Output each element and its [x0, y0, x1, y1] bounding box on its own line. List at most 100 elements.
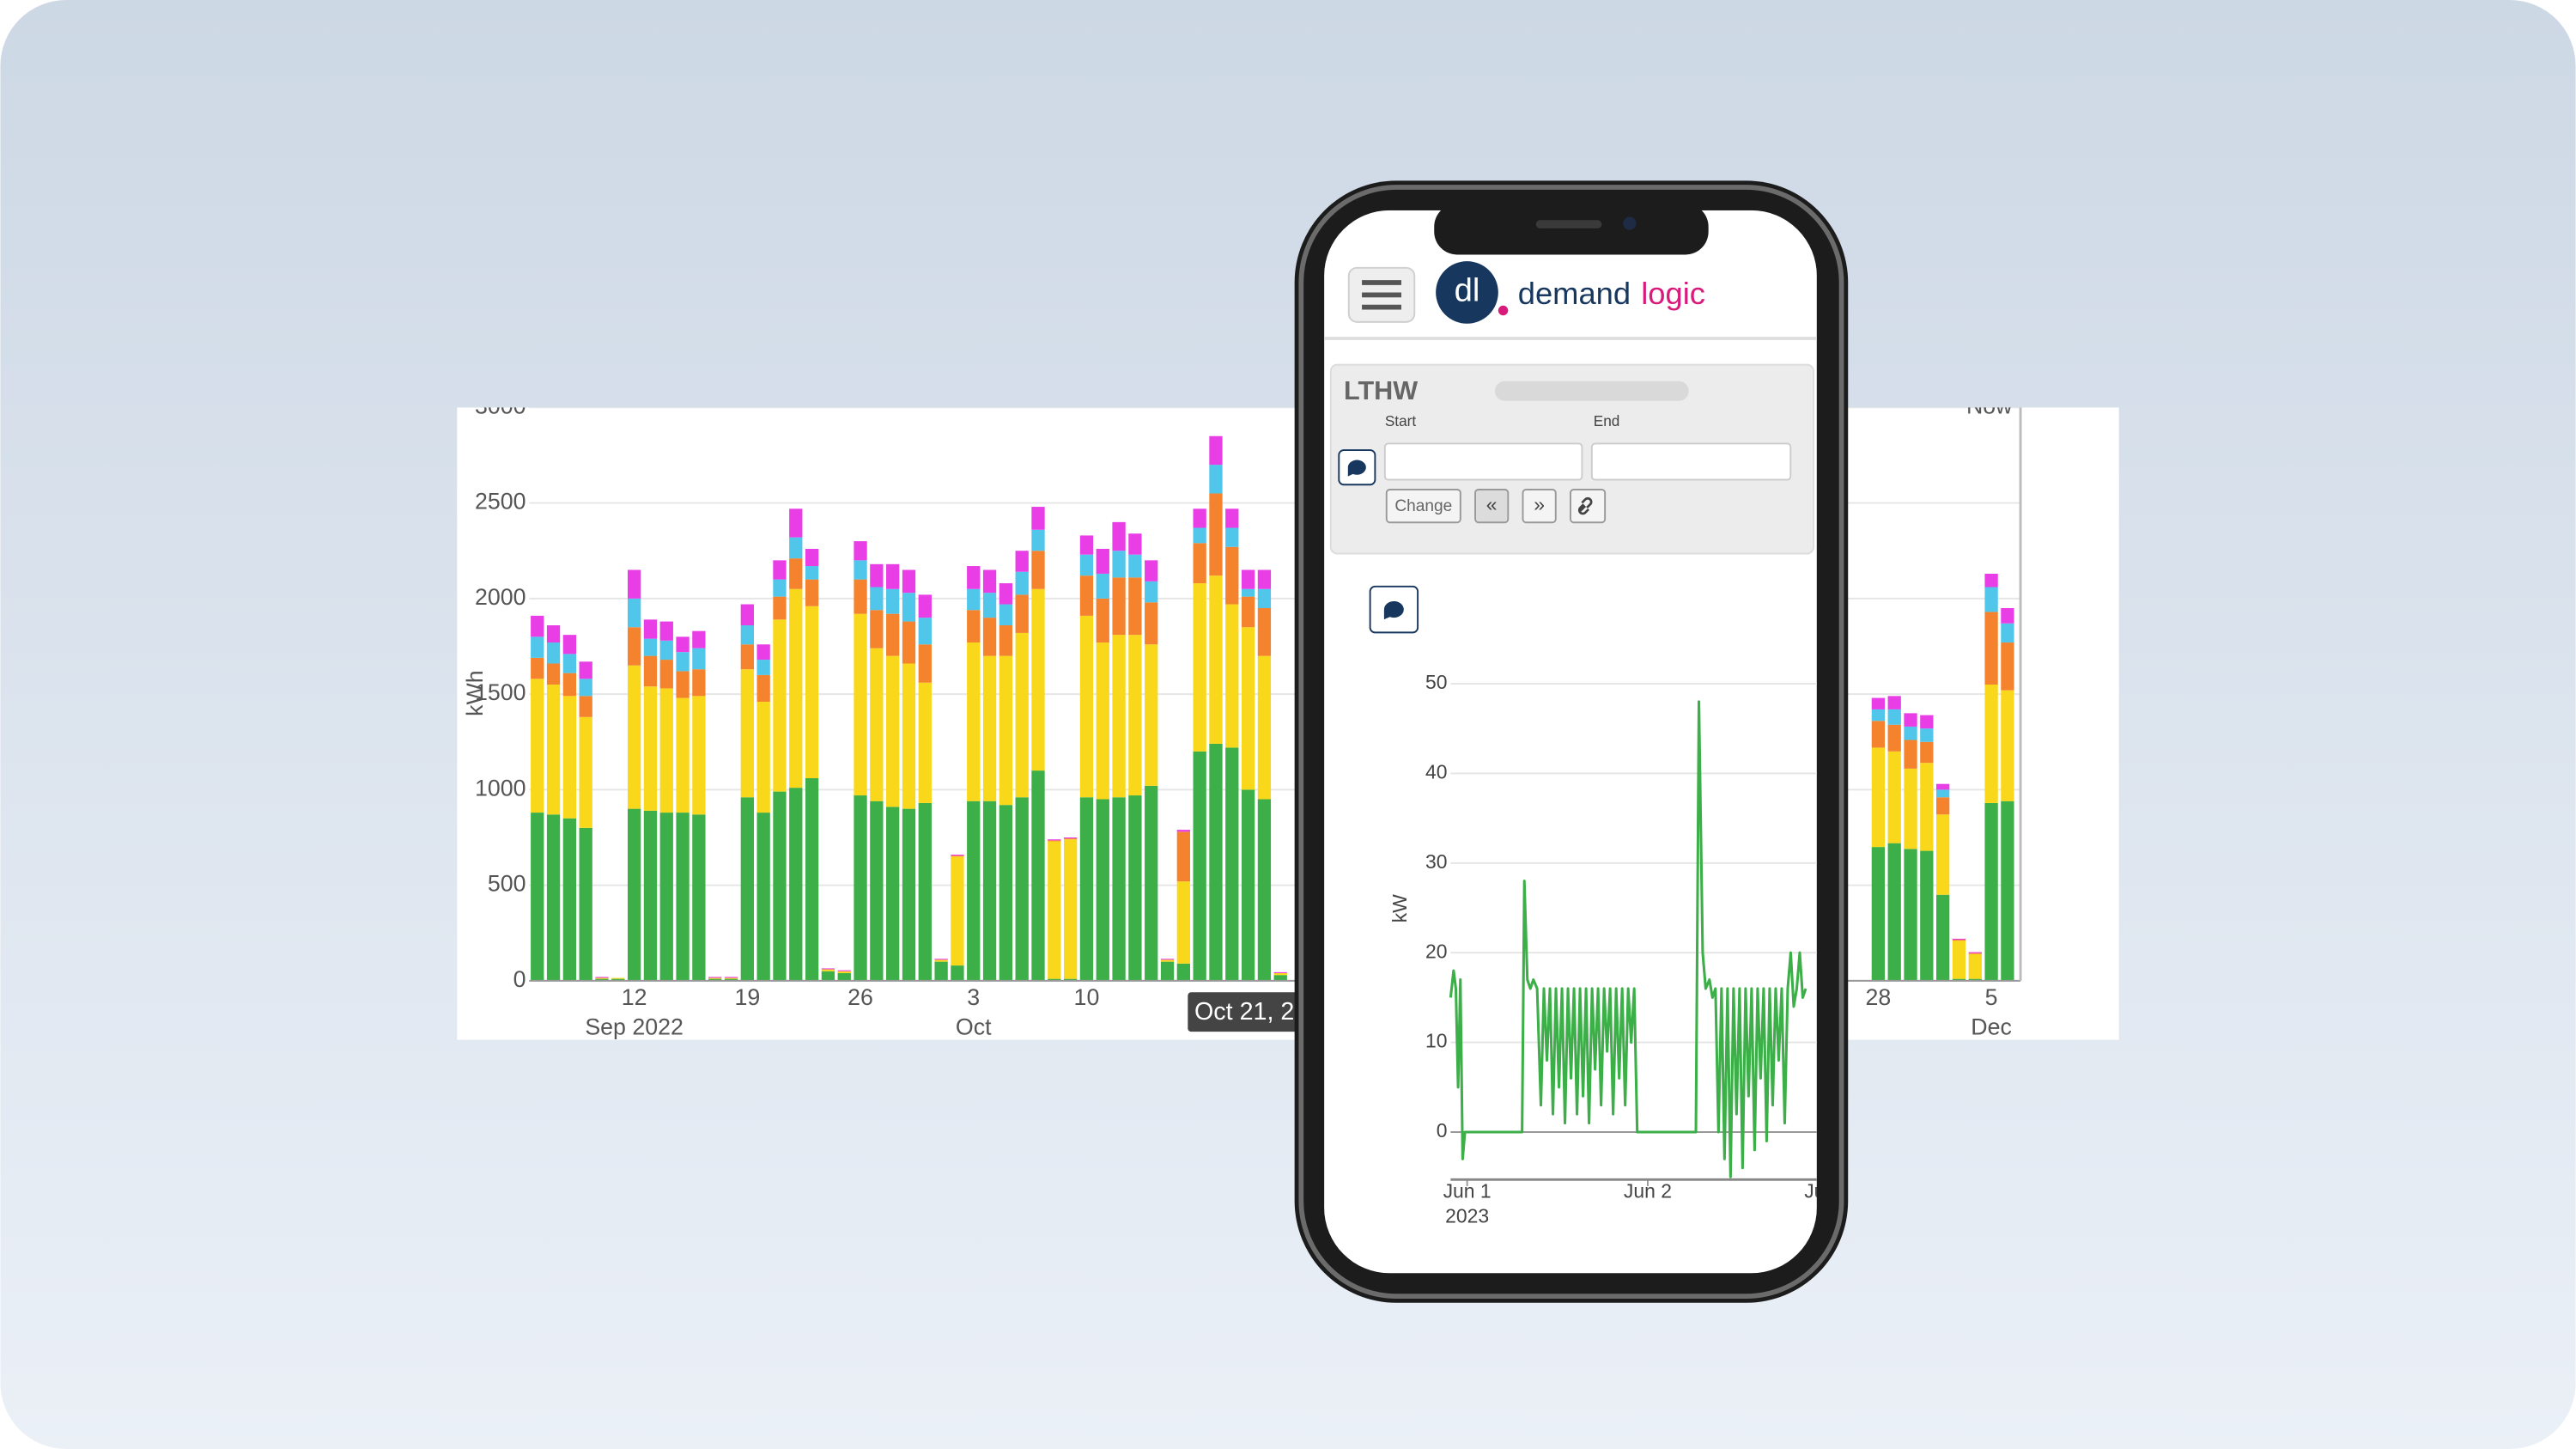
- speaker: [1535, 220, 1602, 228]
- bar-segment: [627, 665, 641, 809]
- bar-segment: [659, 813, 673, 981]
- bar-segment: [999, 583, 1013, 605]
- prev-button[interactable]: [1474, 489, 1510, 524]
- bar-segment: [1145, 644, 1158, 786]
- bar-segment: [1176, 881, 1190, 964]
- bar-segment: [1128, 533, 1142, 555]
- bar-segment: [918, 618, 932, 645]
- prev-label: «: [1486, 493, 1498, 515]
- start-input[interactable]: [1383, 442, 1583, 481]
- bar-segment: [982, 618, 997, 656]
- bar-segment: [967, 642, 981, 801]
- y-tick-label: 3000: [475, 393, 526, 418]
- bar-segment: [1887, 709, 1901, 725]
- bar-segment: [1871, 697, 1886, 709]
- bar-segment: [837, 972, 851, 981]
- bar-segment: [805, 549, 819, 567]
- bar-segment: [1984, 587, 1998, 612]
- x-tick-label: 28: [1866, 984, 1892, 1010]
- change-button[interactable]: [1385, 489, 1461, 524]
- bar-segment: [789, 788, 803, 981]
- bar-segment: [708, 977, 722, 979]
- bar-segment: [1920, 741, 1934, 764]
- bar-segment: [1015, 632, 1029, 798]
- bar-segment: [1063, 978, 1078, 981]
- bar-segment: [902, 808, 916, 981]
- x-tick-label: 5: [1985, 984, 1998, 1010]
- bar-segment: [1241, 588, 1255, 597]
- bar-segment: [1871, 709, 1886, 721]
- bar-segment: [1112, 577, 1126, 636]
- y-tick-label: 30: [1425, 850, 1448, 873]
- bar-segment: [886, 807, 900, 981]
- bar-segment: [1079, 797, 1094, 981]
- bar-segment: [1176, 831, 1190, 882]
- bar-segment: [579, 661, 592, 679]
- end-input[interactable]: [1590, 442, 1792, 481]
- bar-segment: [1031, 529, 1045, 551]
- bar-segment: [756, 644, 770, 661]
- y-tick-label: 50: [1425, 671, 1448, 693]
- bar-segment: [1176, 830, 1190, 832]
- bar-segment: [1904, 768, 1917, 849]
- bar-segment: [676, 636, 690, 653]
- bar-segment: [562, 818, 577, 981]
- bar-segment: [1145, 560, 1158, 581]
- bar-segment: [1887, 843, 1901, 981]
- bar-segment: [1193, 583, 1206, 752]
- bar-segment: [1984, 802, 1998, 981]
- bar-segment: [902, 621, 916, 664]
- next-button[interactable]: [1522, 489, 1557, 524]
- bar-segment: [1015, 594, 1029, 633]
- panel-title: LTHW: [1344, 376, 1418, 405]
- bar-segment: [789, 508, 803, 538]
- y-tick-label: 40: [1425, 761, 1448, 783]
- bar-segment: [756, 674, 770, 703]
- bar-segment: [854, 579, 867, 614]
- bar-segment: [1079, 554, 1094, 576]
- bar-segment: [1257, 607, 1272, 656]
- bar-segment: [1048, 839, 1061, 841]
- y-tick-label: 0: [1437, 1119, 1448, 1142]
- bar-segment: [1273, 975, 1287, 981]
- bar-segment: [692, 814, 706, 981]
- y-tick-label: 2000: [475, 584, 526, 610]
- x-group-label: Sep 2022: [585, 1014, 683, 1039]
- bar-segment: [773, 560, 787, 580]
- bar-segment: [1936, 814, 1950, 895]
- annotation: Now: [1966, 393, 2013, 418]
- bar-segment: [1096, 549, 1109, 574]
- bar-segment: [1193, 543, 1206, 584]
- bar-segment: [773, 596, 787, 620]
- bar-segment: [1920, 763, 1934, 851]
- bar-segment: [918, 682, 932, 803]
- bar-segment: [611, 977, 625, 979]
- bar-segment: [1887, 751, 1901, 843]
- phone-notch: [1434, 204, 1709, 255]
- y-tick-label: 1500: [475, 679, 526, 705]
- bar-segment: [967, 588, 981, 611]
- bar-segment: [659, 640, 673, 661]
- bar-segment: [854, 795, 867, 981]
- power-chart: 0 10 20 30 40 50 kW Jun 1 Jun 2 Jun 3 2023: [1388, 671, 1817, 1227]
- bar-segment: [562, 635, 577, 654]
- bar-segment: [821, 968, 835, 970]
- screen: dl demand logic LTHW Start End Change « …: [1324, 210, 1817, 1274]
- bar-segment: [854, 541, 867, 561]
- bar-segment: [676, 652, 690, 672]
- bar-segment: [1936, 783, 1950, 790]
- bar-segment: [1048, 840, 1061, 842]
- bar-segment: [1079, 575, 1094, 616]
- bar-segment: [1176, 963, 1190, 981]
- bar-segment: [546, 814, 561, 981]
- bar-segment: [740, 644, 754, 670]
- bar-segment: [1193, 751, 1206, 981]
- bar-segment: [1984, 573, 1998, 588]
- bar-segment: [1128, 554, 1142, 578]
- bar-segment: [1936, 789, 1950, 798]
- bar-segment: [1209, 435, 1223, 466]
- bar-segment: [854, 613, 867, 796]
- bar-segment: [531, 636, 544, 658]
- bar-segment: [870, 610, 884, 648]
- bar-segment: [1871, 721, 1886, 748]
